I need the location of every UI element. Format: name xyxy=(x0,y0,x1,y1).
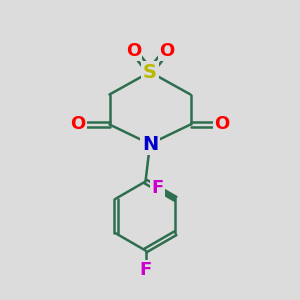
Text: F: F xyxy=(140,261,152,279)
Text: O: O xyxy=(159,42,174,60)
Text: O: O xyxy=(70,116,86,134)
Text: S: S xyxy=(143,62,157,82)
Text: F: F xyxy=(151,179,163,197)
Text: N: N xyxy=(142,134,158,154)
Text: O: O xyxy=(126,42,141,60)
Text: O: O xyxy=(214,116,230,134)
